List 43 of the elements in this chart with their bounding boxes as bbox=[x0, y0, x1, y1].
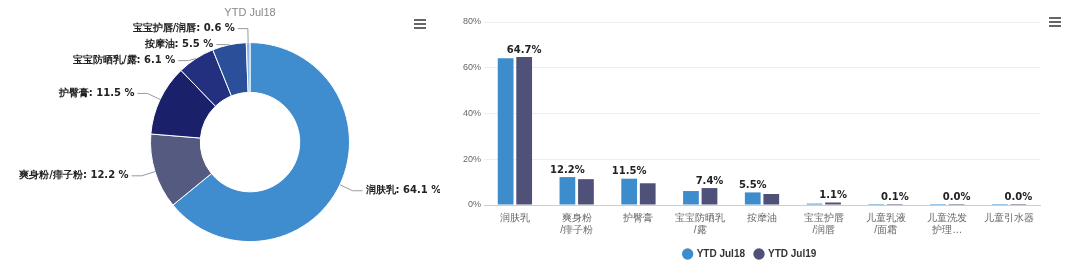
slice-label: 护臀膏: 11.5 % bbox=[57, 87, 135, 99]
data-label: 7.4% bbox=[695, 174, 724, 186]
y-tick-label: 0% bbox=[468, 199, 482, 210]
x-tick-label: 按摩油 bbox=[747, 211, 778, 223]
data-label: 0.1% bbox=[880, 190, 909, 202]
y-tick-label: 40% bbox=[463, 107, 482, 118]
bar bbox=[497, 58, 514, 205]
y-tick-label: 20% bbox=[463, 153, 482, 164]
data-label: 0.0% bbox=[1004, 190, 1033, 202]
slice-label: 爽身粉/痱子粉: 12.2 % bbox=[18, 169, 129, 181]
x-tick-label: 护臀膏 bbox=[622, 211, 654, 223]
chart-title: YTD Jul18 bbox=[224, 5, 276, 18]
bar bbox=[683, 191, 699, 205]
data-label: 12.2% bbox=[550, 163, 585, 175]
data-label: 1.1% bbox=[819, 189, 847, 201]
slice-label: 宝宝防晒乳/露: 6.1 % bbox=[72, 54, 176, 66]
legend-label: YTD Jul18 bbox=[696, 247, 746, 259]
bar bbox=[701, 188, 718, 205]
bar bbox=[559, 177, 576, 205]
bar bbox=[578, 179, 594, 205]
y-tick-label: 80% bbox=[463, 16, 482, 27]
data-label: 0.0% bbox=[942, 190, 971, 202]
x-tick-label: 儿童引水器 bbox=[984, 211, 1035, 223]
slice-label: 按摩油: 5.5 % bbox=[143, 38, 214, 50]
x-tick-label: 宝宝护唇/润唇 bbox=[803, 211, 844, 235]
x-tick-label: 宝宝防晒乳/露 bbox=[675, 211, 726, 235]
x-tick-label: 儿童乳液/面霜 bbox=[865, 211, 906, 235]
data-label: 5.5% bbox=[738, 179, 767, 191]
y-tick-label: 60% bbox=[463, 62, 482, 73]
slice-label: 润肤乳: 64.1 % bbox=[364, 184, 442, 196]
x-tick-label: 爽身粉/痱子粉 bbox=[560, 211, 594, 235]
bar bbox=[516, 57, 533, 205]
bar bbox=[639, 183, 656, 205]
legend-label: YTD Jul19 bbox=[768, 247, 817, 259]
data-label: 64.7% bbox=[506, 43, 542, 55]
slice-label: 宝宝护唇/润唇: 0.6 % bbox=[132, 22, 235, 34]
bar bbox=[744, 192, 761, 205]
x-tick-label: 润肤乳 bbox=[499, 211, 530, 223]
bar bbox=[621, 178, 638, 205]
data-label: 11.5% bbox=[611, 165, 647, 177]
bar bbox=[763, 194, 780, 205]
bar bbox=[825, 202, 841, 205]
x-tick-label: 儿童洗发护理… bbox=[927, 211, 968, 235]
